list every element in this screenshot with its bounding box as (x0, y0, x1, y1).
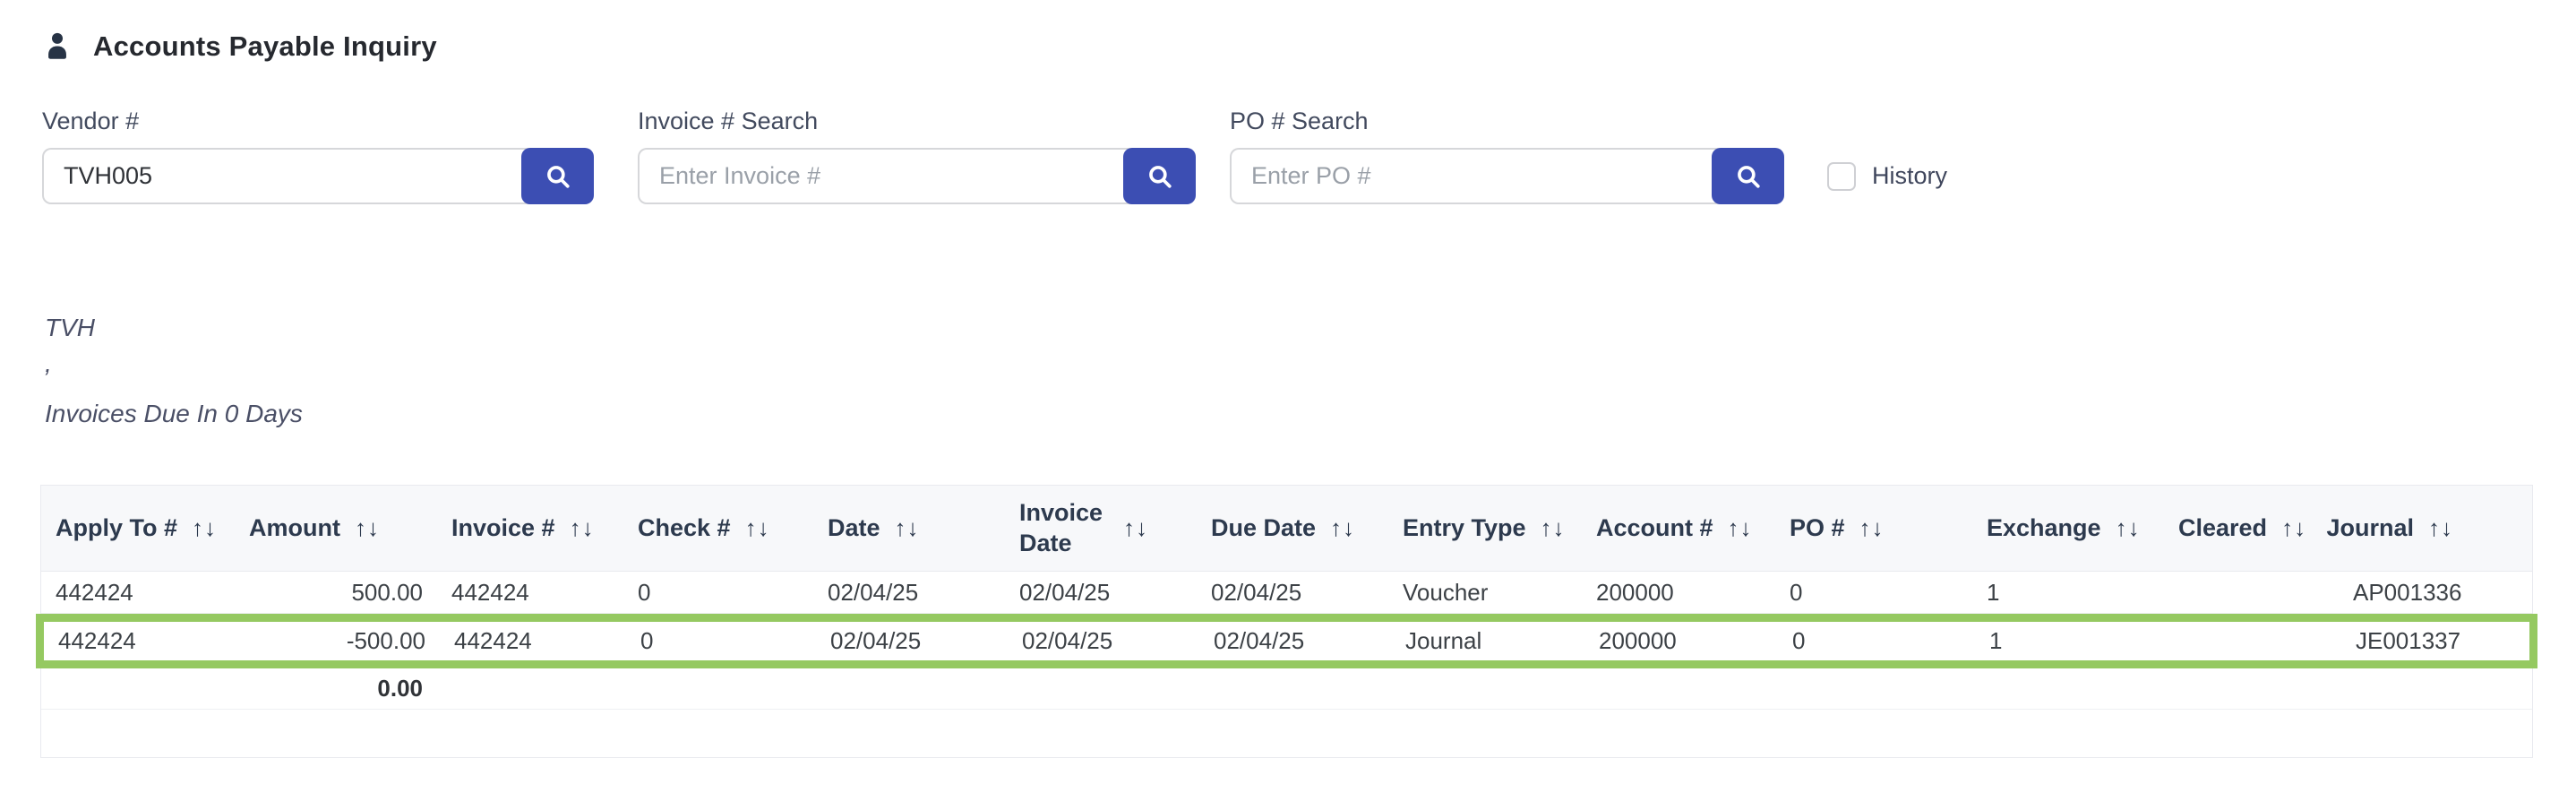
sort-icon[interactable]: ↑↓ (569, 514, 595, 541)
column-header-amount[interactable]: Amount ↑↓ (249, 514, 380, 541)
cell-invoice: 442424 (454, 627, 532, 654)
invoices-due-note: Invoices Due In 0 Days (45, 400, 303, 427)
invoice-search-input[interactable] (638, 148, 1132, 204)
search-icon (546, 165, 570, 188)
search-icon (1148, 165, 1172, 188)
vendor-input[interactable] (42, 148, 530, 204)
cell-exchange: 1 (1987, 578, 2000, 606)
cell-amount: -500.00 (346, 627, 425, 654)
sort-icon[interactable]: ↑↓ (744, 514, 770, 541)
cell-check: 0 (640, 627, 654, 654)
cell-apply-to: 442424 (58, 627, 136, 654)
cell-account: 200000 (1596, 578, 1674, 606)
cell-date: 02/04/25 (828, 578, 919, 606)
invoices-table: Apply To # ↑↓ Amount ↑↓ Invoice # ↑↓ Check … (36, 485, 2537, 758)
cell-journal: JE001337 (2356, 627, 2461, 654)
column-header-account[interactable]: Account # ↑↓ (1596, 514, 1753, 541)
total-amount: 0.00 (377, 675, 423, 702)
vendor-search-group: Vendor # (42, 108, 594, 204)
vendor-address-text: , (45, 349, 52, 377)
cell-po: 0 (1792, 627, 1806, 654)
cell-apply-to: 442424 (56, 578, 133, 606)
sort-icon[interactable]: ↑↓ (2115, 514, 2141, 541)
po-search-label: PO # Search (1230, 108, 1369, 134)
search-icon (1737, 165, 1760, 188)
history-checkbox-group: History (1827, 148, 1947, 204)
cell-check: 0 (638, 578, 651, 606)
column-header-date[interactable]: Date ↑↓ (828, 514, 920, 541)
table-empty-row (41, 710, 2532, 757)
column-header-po[interactable]: PO # ↑↓ (1790, 514, 1885, 541)
column-header-due-date[interactable]: Due Date ↑↓ (1211, 514, 1356, 541)
cell-journal: AP001336 (2353, 578, 2462, 606)
history-checkbox[interactable] (1827, 161, 1856, 191)
invoice-search-label: Invoice # Search (638, 108, 819, 134)
sort-icon[interactable]: ↑↓ (1859, 514, 1885, 541)
cell-entry-type: Voucher (1403, 578, 1489, 606)
invoice-search-button[interactable] (1123, 148, 1196, 204)
po-search-group: PO # Search (1230, 108, 1784, 204)
cell-date: 02/04/25 (830, 627, 922, 654)
sort-icon[interactable]: ↑↓ (894, 514, 920, 541)
cell-due-date: 02/04/25 (1211, 578, 1302, 606)
page-title: Accounts Payable Inquiry (93, 30, 437, 62)
sort-icon[interactable]: ↑↓ (2281, 514, 2307, 541)
cell-invoice-date: 02/04/25 (1019, 578, 1111, 606)
cell-invoice-date: 02/04/25 (1022, 627, 1113, 654)
invoice-search-group: Invoice # Search (638, 108, 1196, 204)
vendor-label: Vendor # (42, 108, 140, 134)
cell-invoice: 442424 (451, 578, 529, 606)
po-search-input[interactable] (1230, 148, 1721, 204)
po-search-button[interactable] (1712, 148, 1784, 204)
sort-icon[interactable]: ↑↓ (354, 514, 380, 541)
sort-icon[interactable]: ↑↓ (1727, 514, 1753, 541)
column-header-check[interactable]: Check # ↑↓ (638, 514, 770, 541)
column-header-entry-type[interactable]: Entry Type ↑↓ (1403, 514, 1566, 541)
vendor-search-button[interactable] (521, 148, 594, 204)
cell-amount: 500.00 (351, 578, 423, 606)
sort-icon[interactable]: ↑↓ (192, 514, 218, 541)
sort-icon[interactable]: ↑↓ (1123, 514, 1148, 541)
table-total-row: 0.00 (41, 668, 2532, 710)
sort-icon[interactable]: ↑↓ (2428, 514, 2453, 541)
cell-po: 0 (1790, 578, 1803, 606)
column-header-apply-to[interactable]: Apply To # ↑↓ (56, 514, 218, 541)
table-row[interactable]: 442424 500.00 442424 0 02/04/25 02/04/25… (41, 572, 2532, 614)
column-header-invoice-date[interactable]: Invoice Date ↑↓ (1019, 498, 1148, 556)
column-header-cleared[interactable]: Cleared ↑↓ (2178, 514, 2307, 541)
page-header: Accounts Payable Inquiry (43, 30, 437, 63)
person-icon (48, 32, 66, 59)
cell-due-date: 02/04/25 (1214, 627, 1305, 654)
sort-icon[interactable]: ↑↓ (1540, 514, 1566, 541)
cell-account: 200000 (1599, 627, 1677, 654)
table-header-row: Apply To # ↑↓ Amount ↑↓ Invoice # ↑↓ Check … (41, 486, 2532, 572)
column-header-invoice[interactable]: Invoice # ↑↓ (451, 514, 595, 541)
sort-icon[interactable]: ↑↓ (1330, 514, 1356, 541)
cell-entry-type: Journal (1405, 627, 1482, 654)
vendor-name-text: TVH (45, 314, 95, 341)
column-header-journal[interactable]: Journal ↑↓ (2326, 514, 2453, 541)
column-header-exchange[interactable]: Exchange ↑↓ (1987, 514, 2141, 541)
table-row-highlighted[interactable]: 442424 -500.00 442424 0 02/04/25 02/04/2… (36, 614, 2537, 668)
cell-exchange: 1 (1989, 627, 2003, 654)
history-label: History (1872, 162, 1948, 189)
